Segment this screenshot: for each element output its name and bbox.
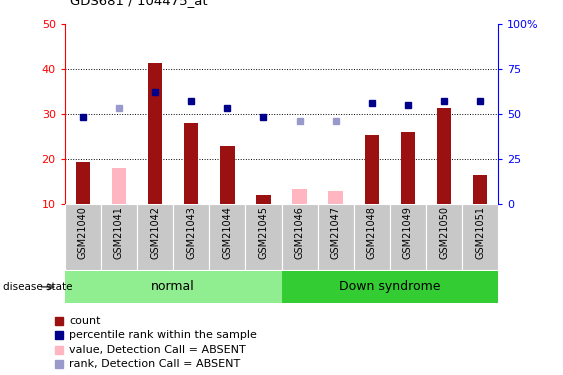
Text: GSM21041: GSM21041 (114, 206, 124, 259)
Text: GSM21040: GSM21040 (78, 206, 88, 259)
Bar (65, 271, 282, 303)
Bar (328, 191, 343, 204)
Text: normal: normal (151, 280, 195, 293)
Bar (437, 108, 452, 204)
Text: GSM21044: GSM21044 (222, 206, 233, 259)
Bar (245, 204, 282, 270)
Bar (220, 146, 235, 204)
Bar (209, 204, 245, 270)
Bar (184, 123, 198, 204)
Text: GDS681 / 104475_at: GDS681 / 104475_at (70, 0, 208, 8)
Text: GSM21043: GSM21043 (186, 206, 196, 259)
Bar (292, 189, 307, 204)
Text: GSM21048: GSM21048 (367, 206, 377, 259)
Bar (75, 162, 90, 204)
Bar (256, 195, 271, 204)
Text: count: count (69, 316, 101, 326)
Bar (473, 175, 488, 204)
Text: Down syndrome: Down syndrome (339, 280, 441, 293)
Text: rank, Detection Call = ABSENT: rank, Detection Call = ABSENT (69, 358, 240, 369)
Text: GSM21050: GSM21050 (439, 206, 449, 260)
Text: GSM21042: GSM21042 (150, 206, 160, 260)
Bar (462, 204, 498, 270)
Text: disease state: disease state (3, 282, 72, 292)
Text: GSM21051: GSM21051 (475, 206, 485, 260)
Bar (282, 271, 498, 303)
Bar (282, 204, 318, 270)
Bar (111, 168, 126, 204)
Text: GSM21047: GSM21047 (330, 206, 341, 260)
Bar (101, 204, 137, 270)
Bar (426, 204, 462, 270)
Text: GSM21049: GSM21049 (403, 206, 413, 259)
Bar (65, 204, 101, 270)
Bar (390, 204, 426, 270)
Bar (148, 63, 162, 204)
Text: value, Detection Call = ABSENT: value, Detection Call = ABSENT (69, 345, 246, 354)
Bar (173, 204, 209, 270)
Bar (354, 204, 390, 270)
Bar (365, 135, 379, 204)
Text: percentile rank within the sample: percentile rank within the sample (69, 330, 257, 340)
Bar (318, 204, 354, 270)
Text: GSM21045: GSM21045 (258, 206, 269, 260)
Text: GSM21046: GSM21046 (294, 206, 305, 259)
Bar (401, 132, 415, 204)
Bar (137, 204, 173, 270)
